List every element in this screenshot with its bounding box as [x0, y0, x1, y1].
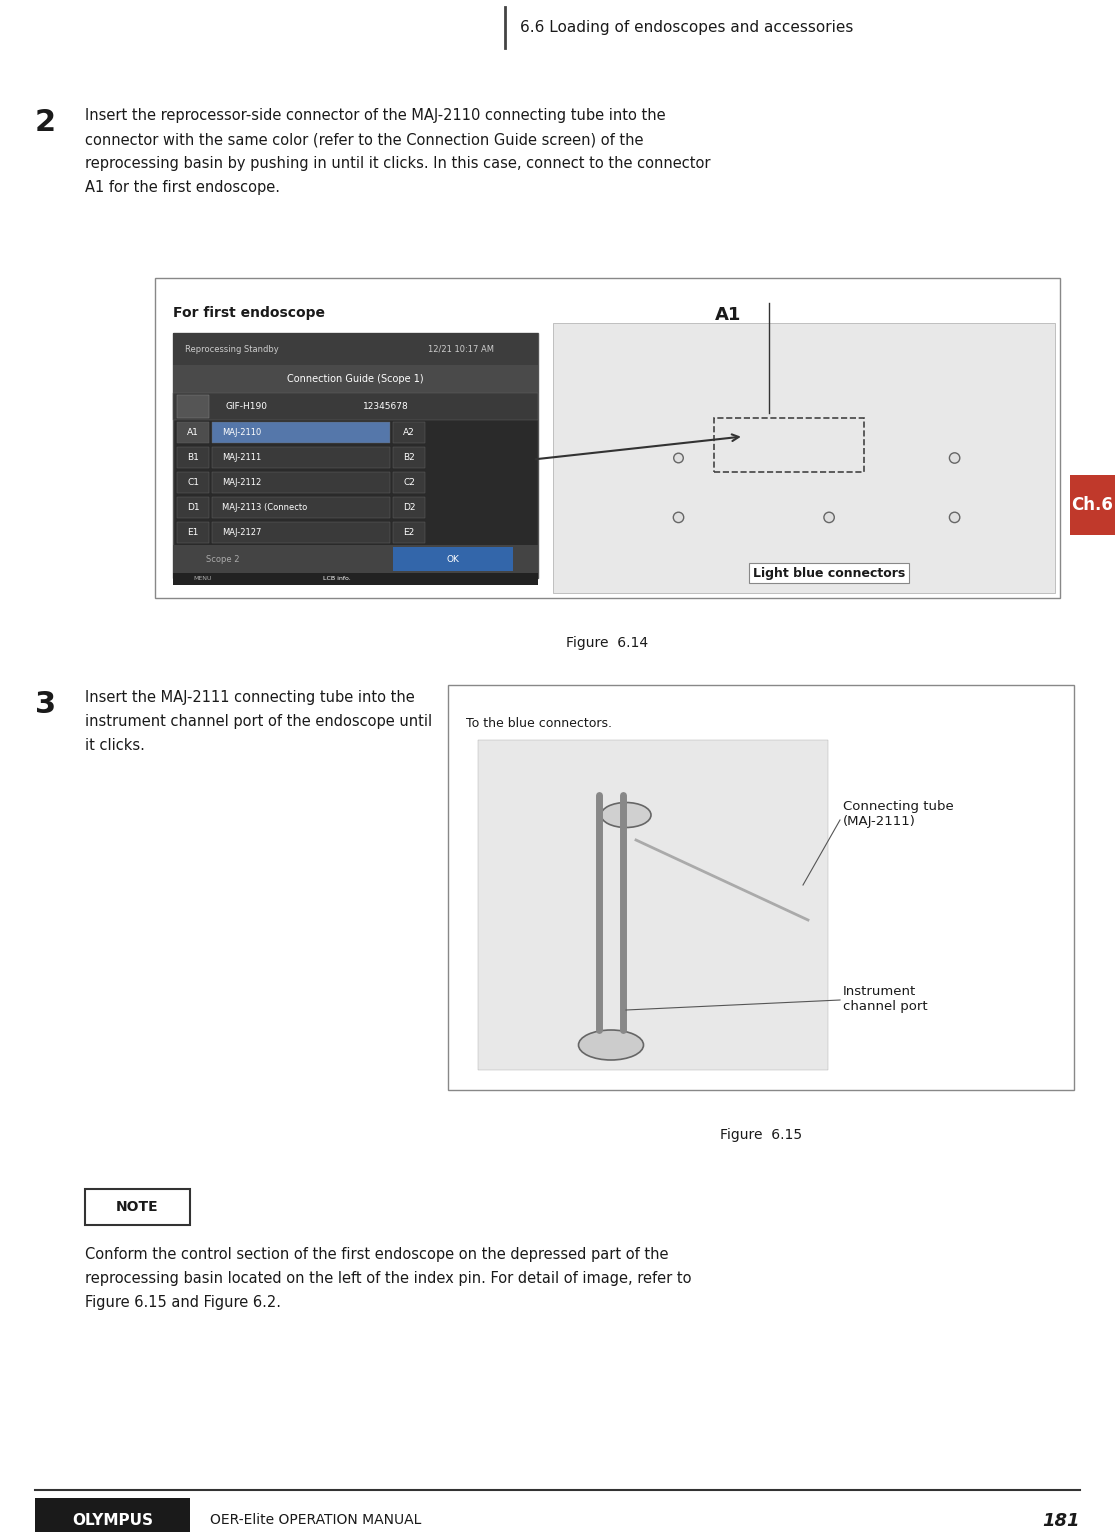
Text: Figure  6.15: Figure 6.15 [720, 1128, 802, 1141]
Text: 181: 181 [1043, 1512, 1080, 1529]
Text: Insert the reprocessor-side connector of the MAJ-2110 connecting tube into the
c: Insert the reprocessor-side connector of… [85, 107, 710, 195]
Text: Connecting tube
(MAJ-2111): Connecting tube (MAJ-2111) [843, 800, 953, 827]
Text: Figure  6.14: Figure 6.14 [566, 636, 649, 650]
Text: Light blue connectors: Light blue connectors [753, 567, 905, 579]
FancyBboxPatch shape [173, 365, 539, 394]
Text: D1: D1 [186, 502, 200, 512]
FancyBboxPatch shape [173, 573, 539, 585]
Ellipse shape [579, 1030, 643, 1060]
Text: C2: C2 [403, 478, 415, 487]
Circle shape [673, 453, 683, 463]
FancyBboxPatch shape [553, 323, 1055, 593]
FancyBboxPatch shape [35, 1498, 190, 1532]
Text: OLYMPUS: OLYMPUS [72, 1514, 153, 1527]
Text: MAJ-2113 (Connecto: MAJ-2113 (Connecto [222, 502, 308, 512]
FancyBboxPatch shape [173, 332, 539, 578]
FancyBboxPatch shape [212, 472, 390, 493]
Circle shape [949, 453, 960, 463]
FancyBboxPatch shape [173, 394, 539, 420]
Text: MAJ-2112: MAJ-2112 [222, 478, 261, 487]
Text: To the blue connectors.: To the blue connectors. [466, 717, 612, 731]
Text: B2: B2 [404, 453, 415, 463]
Text: B1: B1 [187, 453, 198, 463]
Circle shape [949, 512, 960, 522]
Text: LCB info.: LCB info. [323, 576, 351, 582]
FancyBboxPatch shape [212, 447, 390, 467]
Text: A2: A2 [404, 427, 415, 437]
Text: Scope 2: Scope 2 [206, 555, 240, 564]
Text: A1: A1 [715, 306, 741, 323]
FancyBboxPatch shape [177, 395, 209, 418]
Text: 12/21 10:17 AM: 12/21 10:17 AM [428, 345, 494, 354]
Text: OK: OK [447, 555, 459, 564]
Circle shape [824, 512, 834, 522]
FancyBboxPatch shape [212, 496, 390, 518]
Text: A1: A1 [187, 427, 198, 437]
Text: MAJ-2110: MAJ-2110 [222, 427, 261, 437]
Text: MENU: MENU [193, 576, 212, 582]
FancyBboxPatch shape [392, 547, 513, 571]
Text: 12345678: 12345678 [363, 401, 409, 411]
FancyBboxPatch shape [173, 332, 539, 365]
Text: Insert the MAJ-2111 connecting tube into the
instrument channel port of the endo: Insert the MAJ-2111 connecting tube into… [85, 689, 433, 754]
FancyBboxPatch shape [478, 740, 828, 1069]
FancyBboxPatch shape [85, 1189, 190, 1226]
Text: GIF-H190: GIF-H190 [225, 401, 266, 411]
FancyBboxPatch shape [448, 685, 1074, 1089]
FancyBboxPatch shape [392, 472, 425, 493]
Text: Connection Guide (Scope 1): Connection Guide (Scope 1) [288, 374, 424, 385]
FancyBboxPatch shape [177, 421, 209, 443]
FancyBboxPatch shape [1070, 475, 1115, 535]
FancyBboxPatch shape [392, 522, 425, 542]
FancyBboxPatch shape [177, 496, 209, 518]
FancyBboxPatch shape [177, 522, 209, 542]
Text: C1: C1 [187, 478, 198, 487]
FancyBboxPatch shape [392, 421, 425, 443]
Text: OER-Elite OPERATION MANUAL: OER-Elite OPERATION MANUAL [210, 1514, 421, 1527]
FancyBboxPatch shape [392, 496, 425, 518]
Text: Instrument
channel port: Instrument channel port [843, 985, 928, 1013]
Text: 6.6 Loading of endoscopes and accessories: 6.6 Loading of endoscopes and accessorie… [520, 20, 853, 35]
Text: For first endoscope: For first endoscope [173, 306, 324, 320]
Text: 3: 3 [35, 689, 56, 719]
FancyBboxPatch shape [177, 447, 209, 467]
FancyBboxPatch shape [173, 545, 539, 573]
Text: Reprocessing Standby: Reprocessing Standby [185, 345, 279, 354]
FancyBboxPatch shape [155, 277, 1060, 597]
Text: MAJ-2127: MAJ-2127 [222, 529, 261, 538]
FancyBboxPatch shape [212, 522, 390, 542]
Text: 2: 2 [35, 107, 56, 136]
Text: D2: D2 [403, 502, 415, 512]
Text: Ch.6: Ch.6 [1072, 496, 1114, 515]
FancyBboxPatch shape [177, 472, 209, 493]
Circle shape [673, 512, 683, 522]
Text: NOTE: NOTE [116, 1200, 158, 1213]
Text: E1: E1 [187, 529, 198, 538]
FancyBboxPatch shape [392, 447, 425, 467]
Text: E2: E2 [404, 529, 415, 538]
Text: MAJ-2111: MAJ-2111 [222, 453, 261, 463]
Ellipse shape [601, 803, 651, 827]
FancyBboxPatch shape [212, 421, 390, 443]
Text: Conform the control section of the first endoscope on the depressed part of the
: Conform the control section of the first… [85, 1247, 691, 1310]
